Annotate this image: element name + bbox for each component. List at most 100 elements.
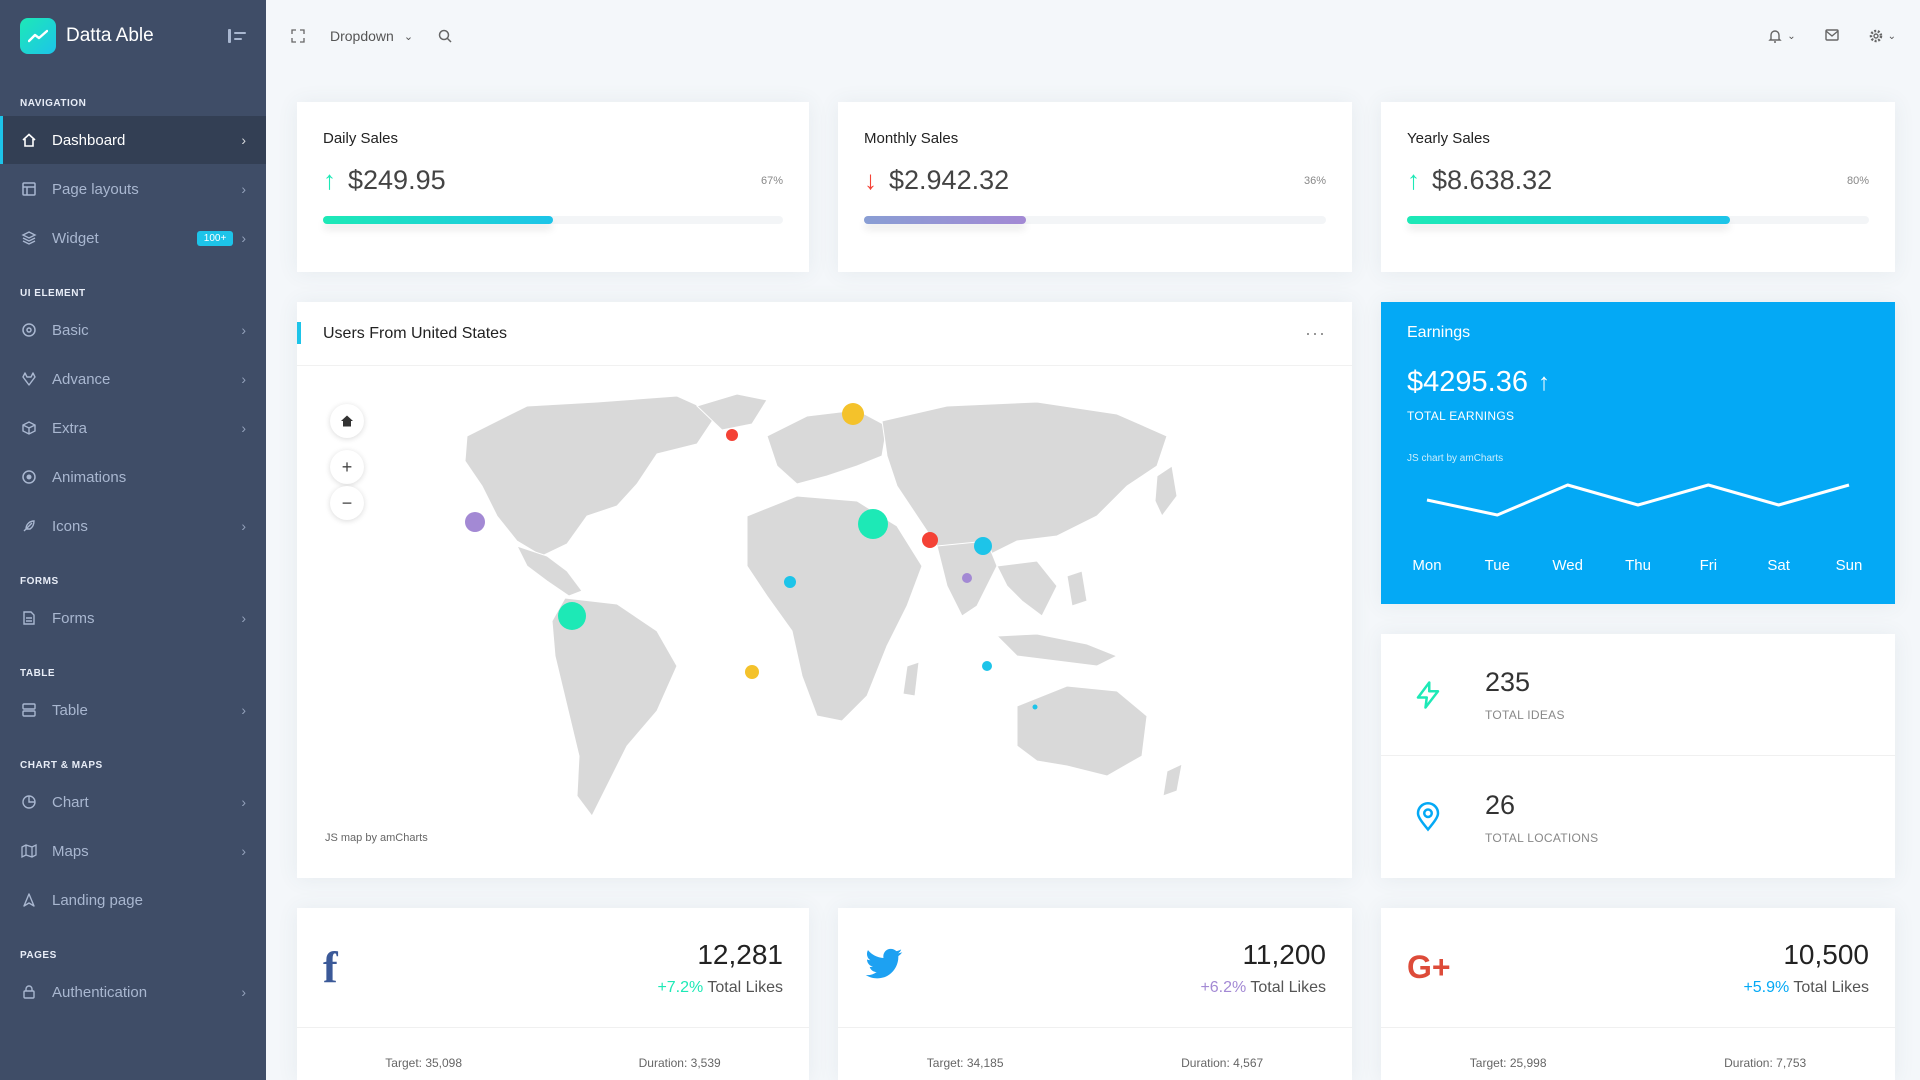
stats-card: 235 TOTAL IDEAS 26 TOTAL LOCATIONS — [1381, 634, 1895, 878]
sidebar-item-label: Landing page — [52, 891, 143, 909]
gitlab-icon — [20, 370, 38, 388]
sidebar-item-forms[interactable]: Forms › — [0, 594, 266, 642]
social-change: +5.9% — [1743, 978, 1790, 996]
sidebar-item-table[interactable]: Table › — [0, 686, 266, 734]
sidebar-item-basic[interactable]: Basic › — [0, 306, 266, 354]
zoom-in-button[interactable]: + — [330, 450, 364, 484]
earnings-value: $4295.36 — [1407, 366, 1528, 398]
card-header: Users From United States ··· — [297, 302, 1352, 366]
map-icon — [20, 842, 38, 860]
sidebar-item-label: Page layouts — [52, 180, 139, 198]
chevron-right-icon: › — [241, 702, 246, 718]
social-target: Target: 25,998 — [1469, 1056, 1547, 1070]
map-marker-indonesia — [962, 573, 972, 583]
x-tick-label: Mon — [1412, 557, 1441, 574]
sidebar-item-label: Maps — [52, 842, 89, 860]
chevron-right-icon: › — [241, 794, 246, 810]
progress-bar — [1407, 216, 1869, 224]
sidebar-item-chart[interactable]: Chart › — [0, 778, 266, 826]
package-icon — [20, 419, 38, 437]
map-philippines — [1066, 570, 1088, 607]
widget-badge: 100+ — [196, 230, 234, 246]
social-likes: 11,200 — [1242, 938, 1326, 970]
sidebar-item-maps[interactable]: Maps › — [0, 827, 266, 875]
sales-title: Yearly Sales — [1407, 130, 1490, 147]
earnings-series-line — [1426, 483, 1850, 517]
dropdown-toggle[interactable]: Dropdown ⌄ — [330, 28, 413, 44]
zap-icon — [1407, 680, 1449, 710]
social-duration: Duration: 7,753 — [1724, 1056, 1807, 1070]
users-map-card: Users From United States ··· + − — [297, 302, 1352, 878]
mail-icon[interactable] — [1824, 27, 1840, 46]
server-icon — [20, 701, 38, 719]
x-tick-label: Wed — [1552, 557, 1583, 574]
map-southeast-asia — [996, 560, 1058, 617]
stat-label: TOTAL IDEAS — [1485, 708, 1565, 722]
sidebar-item-label: Icons — [52, 517, 88, 535]
map-pin-icon — [1407, 802, 1449, 832]
sidebar-item-label: Widget — [52, 229, 99, 247]
map-marker-india — [858, 509, 888, 539]
brand-logo-icon[interactable] — [20, 18, 56, 54]
file-text-icon — [20, 609, 38, 627]
zoom-out-button[interactable]: − — [330, 486, 364, 520]
social-change: +6.2% — [1200, 978, 1247, 996]
sidebar-item-authentication[interactable]: Authentication › — [0, 968, 266, 1016]
arrow-up-icon: ↑ — [1537, 368, 1550, 396]
social-change: +7.2% — [657, 978, 704, 996]
sidebar-item-label: Forms — [52, 609, 95, 627]
lock-icon — [20, 983, 38, 1001]
layers-icon — [20, 229, 38, 247]
sidebar-toggle-icon[interactable] — [228, 29, 246, 43]
settings-gear-icon[interactable]: ⌄ — [1868, 28, 1896, 44]
sidebar: Datta Able NAVIGATION Dashboard › Page l… — [0, 0, 266, 1080]
search-icon[interactable] — [437, 28, 453, 44]
x-tick-label: Sat — [1767, 557, 1790, 574]
chevron-right-icon: › — [241, 610, 246, 626]
nav-caption-ui-element: UI ELEMENT — [20, 287, 86, 299]
social-duration: Duration: 4,567 — [1181, 1056, 1264, 1070]
sidebar-item-label: Dashboard — [52, 131, 126, 149]
sales-percent: 67% — [760, 174, 783, 187]
map-australia — [1016, 685, 1148, 777]
earnings-title: Earnings — [1407, 324, 1471, 341]
nav-caption-forms: FORMS — [20, 575, 59, 587]
sidebar-item-animations[interactable]: Animations — [0, 453, 266, 501]
navigation-icon — [20, 891, 38, 909]
monthly-sales-card: Monthly Sales ↓ $2.942.32 36% — [838, 102, 1352, 272]
sidebar-item-label: Basic — [52, 321, 89, 339]
stat-locations: 26 TOTAL LOCATIONS — [1381, 756, 1895, 878]
map-home-button[interactable] — [330, 404, 364, 438]
fullscreen-icon[interactable] — [290, 28, 306, 44]
progress-fill — [864, 216, 1026, 224]
sales-value: $8.638.32 — [1432, 165, 1553, 195]
sidebar-item-widget[interactable]: Widget 100+ › — [0, 214, 266, 262]
sidebar-item-extra[interactable]: Extra › — [0, 404, 266, 452]
chevron-right-icon: › — [241, 322, 246, 338]
more-horizontal-icon[interactable]: ··· — [1305, 323, 1326, 343]
sidebar-item-dashboard[interactable]: Dashboard › — [0, 116, 266, 164]
map-central-america — [516, 545, 583, 597]
world-map — [464, 393, 1183, 817]
sidebar-item-icons[interactable]: Icons › — [0, 502, 266, 550]
sidebar-item-label: Extra — [52, 419, 88, 437]
arrow-up-icon: ↑ — [1407, 165, 1420, 195]
progress-bar — [864, 216, 1326, 224]
sidebar-item-landing-page[interactable]: Landing page — [0, 876, 266, 924]
sidebar-item-label: Chart — [52, 793, 89, 811]
layout-icon — [20, 180, 38, 198]
chevron-down-icon: ⌄ — [403, 30, 414, 43]
social-likes: 12,281 — [697, 938, 783, 970]
map-marker-russia — [842, 403, 864, 425]
sidebar-item-label: Authentication — [52, 983, 148, 1001]
facebook-icon: f — [323, 943, 338, 992]
x-tick-label: Thu — [1625, 557, 1651, 574]
sidebar-item-advance[interactable]: Advance › — [0, 355, 266, 403]
nav-caption-chart-maps: CHART & MAPS — [20, 759, 103, 771]
notification-bell-icon[interactable]: ⌄ — [1767, 28, 1796, 44]
x-tick-label: Sun — [1836, 557, 1863, 574]
chevron-right-icon: › — [241, 518, 246, 534]
twitter-icon — [864, 948, 904, 987]
sidebar-item-label: Animations — [52, 468, 127, 486]
sidebar-item-page-layouts[interactable]: Page layouts › — [0, 165, 266, 213]
